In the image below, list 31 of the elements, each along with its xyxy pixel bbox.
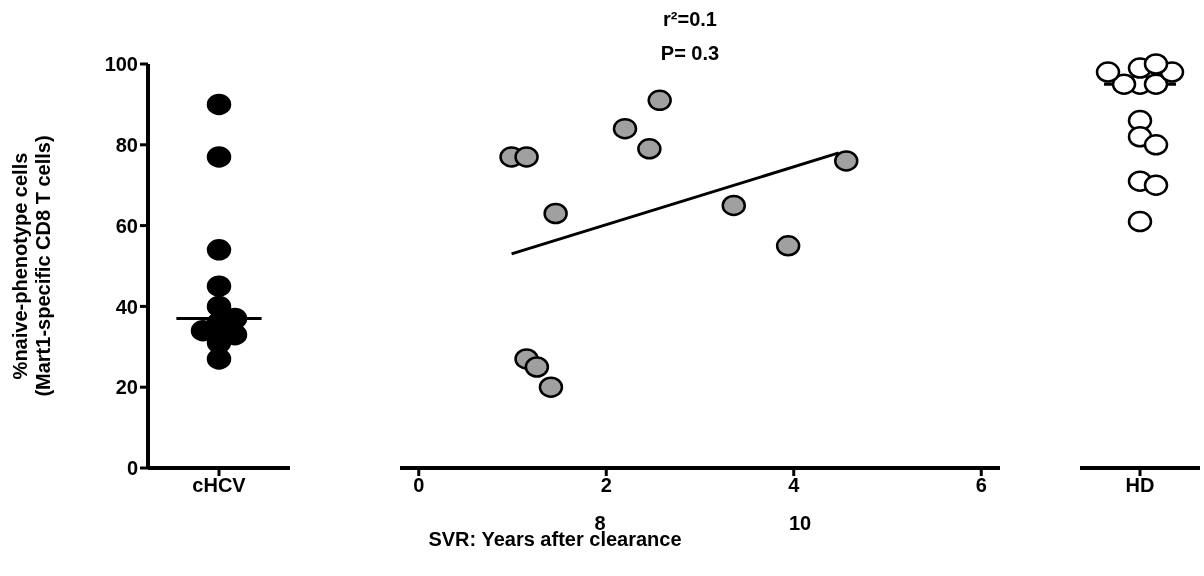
y-tick-label: 100 — [104, 53, 138, 76]
point — [538, 376, 564, 398]
point — [543, 202, 568, 225]
point — [721, 194, 746, 217]
point — [834, 150, 859, 172]
point — [514, 146, 539, 168]
point — [206, 239, 232, 261]
x-tick-label: HD — [1125, 474, 1155, 497]
y-tick-label: 40 — [115, 295, 138, 318]
y-tick-label: 60 — [115, 214, 138, 237]
y-tick-label: 0 — [126, 457, 138, 480]
point — [612, 117, 638, 140]
y-tick-label: 20 — [115, 376, 138, 399]
text: r²=0.1 — [662, 8, 718, 31]
annotation: P= 0.3 — [659, 42, 721, 65]
x-tick-label: 2 — [600, 474, 612, 497]
point — [206, 275, 232, 297]
point — [647, 89, 672, 112]
point — [206, 348, 232, 370]
x-tick-label: 0 — [413, 474, 425, 497]
point — [775, 235, 801, 257]
point — [524, 356, 550, 378]
x-tick-label: 6 — [975, 474, 987, 497]
point — [206, 146, 232, 168]
x-tick-label: cHCV — [192, 474, 247, 497]
y-axis-title: %naive-phenotype cells (Mart1-specific CD8 T cells) — [9, 135, 55, 397]
x2-tick-label: 10 — [788, 512, 812, 535]
point — [206, 93, 232, 116]
y-tick-label: 80 — [115, 133, 138, 156]
x-tick-label: 4 — [788, 474, 801, 497]
point — [637, 138, 662, 160]
